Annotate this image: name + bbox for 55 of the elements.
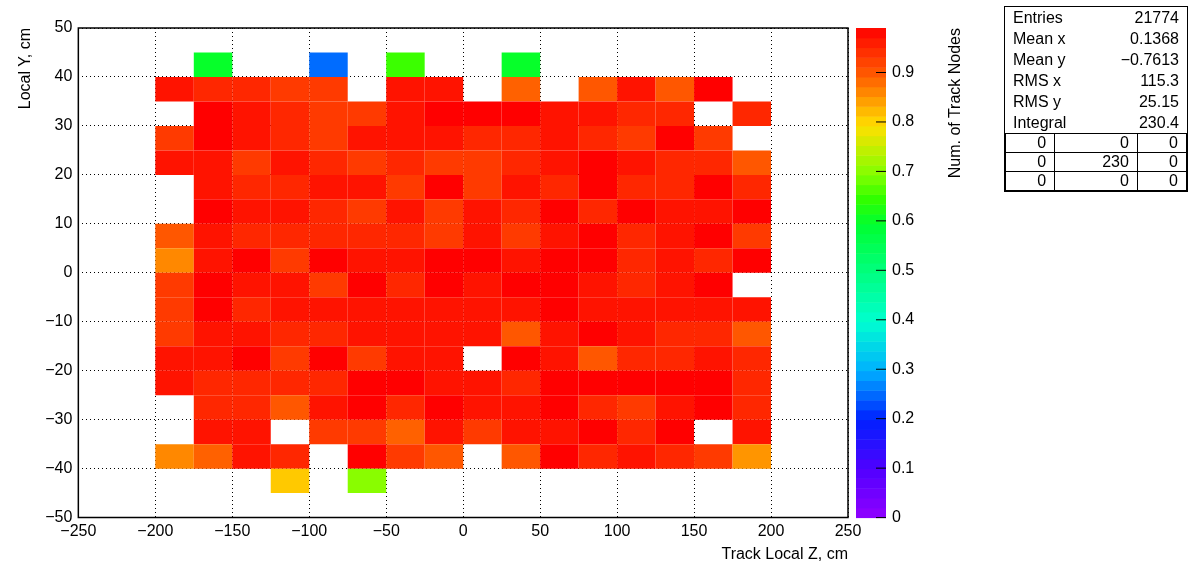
x-axis-title: Track Local Z, cm bbox=[721, 544, 848, 562]
text: 0 bbox=[1054, 171, 1138, 191]
color-bar-label: 0.7 bbox=[892, 161, 915, 179]
text: 230 bbox=[1054, 152, 1138, 172]
text: 0 bbox=[1005, 152, 1055, 172]
text: Mean x bbox=[1013, 29, 1066, 49]
text: RMS y bbox=[1013, 92, 1061, 112]
text: 21774 bbox=[1134, 8, 1179, 28]
color-bar-label: 0.1 bbox=[892, 458, 915, 476]
color-bar-label: 0.6 bbox=[892, 211, 915, 229]
color-bar-title: Num. of Track Nodes bbox=[946, 28, 964, 179]
color-bar-label: 0 bbox=[892, 508, 901, 526]
y-tick-label: 0 bbox=[63, 263, 73, 281]
text: 0 bbox=[1137, 171, 1187, 191]
text: 0 bbox=[1005, 133, 1055, 153]
color-bar-label: 0.9 bbox=[892, 62, 915, 80]
text: 25.15 bbox=[1138, 92, 1179, 112]
text: 0 bbox=[1054, 133, 1138, 153]
y-tick-label: 50 bbox=[54, 18, 73, 36]
y-tick-label: −40 bbox=[45, 459, 73, 477]
color-bar-label: 0.4 bbox=[892, 310, 915, 328]
text: 0.1368 bbox=[1130, 29, 1179, 49]
text: Integral bbox=[1013, 113, 1067, 133]
x-tick-label: 0 bbox=[458, 521, 468, 539]
text: 230.4 bbox=[1138, 113, 1179, 133]
text: −0.7613 bbox=[1120, 50, 1179, 70]
y-tick-label: 40 bbox=[54, 67, 73, 85]
y-tick-label: −10 bbox=[45, 312, 73, 330]
text: Entries bbox=[1013, 8, 1063, 28]
x-tick-label: −100 bbox=[291, 521, 328, 539]
color-bar-label: 0.3 bbox=[892, 359, 915, 377]
text: 0 bbox=[1137, 152, 1187, 172]
x-tick-label: 100 bbox=[603, 521, 631, 539]
color-bar-label: 0.8 bbox=[892, 112, 915, 130]
y-tick-label: 30 bbox=[54, 116, 73, 134]
text: 0 bbox=[1005, 171, 1055, 191]
color-bar-label: 0.2 bbox=[892, 409, 915, 427]
y-tick-label: 10 bbox=[54, 214, 73, 232]
text: 0 bbox=[1137, 133, 1187, 153]
x-tick-label: 50 bbox=[531, 521, 550, 539]
y-tick-label: 20 bbox=[54, 165, 73, 183]
text: Mean y bbox=[1013, 50, 1066, 70]
x-tick-label: −200 bbox=[137, 521, 174, 539]
x-tick-label: 150 bbox=[680, 521, 708, 539]
x-tick-label: −150 bbox=[214, 521, 251, 539]
x-tick-label: 200 bbox=[757, 521, 785, 539]
text: 115.3 bbox=[1140, 71, 1179, 91]
x-tick-label: −250 bbox=[60, 521, 97, 539]
x-tick-label: −50 bbox=[372, 521, 400, 539]
color-bar-label: 0.5 bbox=[892, 260, 915, 278]
text: RMS x bbox=[1013, 71, 1061, 91]
y-tick-label: −30 bbox=[45, 410, 73, 428]
x-tick-label: 250 bbox=[834, 521, 862, 539]
y-axis-title: Local Y, cm bbox=[16, 28, 34, 110]
y-tick-label: −20 bbox=[45, 361, 73, 379]
